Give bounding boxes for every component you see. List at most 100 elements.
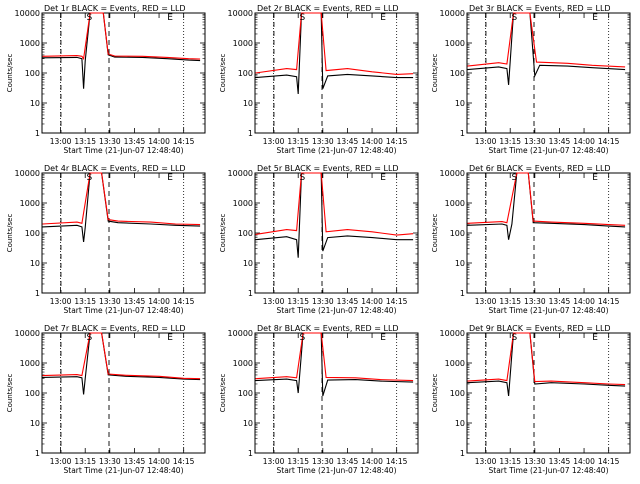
y-axis-label: Counts/sec <box>6 374 14 413</box>
y-axis-label: Counts/sec <box>6 214 14 253</box>
start-marker: S <box>299 173 305 183</box>
y-tick-label: 10000 <box>440 169 465 178</box>
y-tick-label: 1000 <box>233 199 253 208</box>
y-tick-label: 10000 <box>15 329 40 338</box>
x-tick-label: 13:15 <box>287 457 309 466</box>
plot-frame <box>41 332 206 454</box>
x-tick-label: 14:00 <box>573 297 595 306</box>
x-tick-label: 13:15 <box>287 137 309 146</box>
x-axis-label: Start Time (21-Jun-07 12:48:40) <box>64 306 184 315</box>
x-tick-label: 13:00 <box>475 297 497 306</box>
panel-det-2r: 1 10 100 1000 10000 13:00 13:15 13:30 13:45 14:00… <box>219 4 419 155</box>
y-tick-label: 1 <box>460 289 465 298</box>
x-tick-label: 13:30 <box>524 297 546 306</box>
x-tick-label: 13:15 <box>287 297 309 306</box>
y-tick-label: 1000 <box>233 39 253 48</box>
series-line-red <box>467 172 626 226</box>
panel-det-8r: 1 10 100 1000 10000 13:00 13:15 13:30 13:45 14:00… <box>219 324 419 475</box>
series-line-black <box>255 12 414 95</box>
series-line-black <box>42 12 201 89</box>
panel-det-7r: 1 10 100 1000 10000 13:00 13:15 13:30 13:45 14:00… <box>6 324 206 475</box>
y-tick-label: 1 <box>460 449 465 458</box>
y-tick-label: 10 <box>243 259 253 268</box>
series-line-black <box>255 332 414 397</box>
x-tick-label: 13:00 <box>50 457 72 466</box>
x-tick-label: 13:00 <box>263 297 285 306</box>
series-line-black <box>467 332 626 396</box>
y-tick-label: 100 <box>25 69 40 78</box>
x-tick-label: 14:00 <box>148 457 170 466</box>
end-marker: E <box>592 13 598 23</box>
x-tick-label: 13:00 <box>475 457 497 466</box>
x-tick-label: 13:30 <box>312 297 334 306</box>
end-marker: E <box>592 173 598 183</box>
y-tick-label: 1000 <box>445 199 465 208</box>
x-tick-label: 13:15 <box>499 137 521 146</box>
plot-frame <box>466 12 631 134</box>
panel-title: Det 8r BLACK = Events, RED = LLD <box>257 324 399 333</box>
panel-det-4r: 1 10 100 1000 10000 13:00 13:15 13:30 13:45 14:00… <box>6 164 206 315</box>
y-tick-label: 10 <box>455 259 465 268</box>
x-tick-label: 13:45 <box>124 297 146 306</box>
x-tick-label: 13:45 <box>337 457 359 466</box>
y-tick-label: 10000 <box>15 169 40 178</box>
series-line-red <box>467 332 626 386</box>
x-tick-label: 13:15 <box>499 297 521 306</box>
y-axis-label: Counts/sec <box>219 374 227 413</box>
x-axis-label: Start Time (21-Jun-07 12:48:40) <box>277 306 397 315</box>
x-axis-label: Start Time (21-Jun-07 12:48:40) <box>277 466 397 475</box>
y-tick-label: 1 <box>248 129 253 138</box>
x-axis-label: Start Time (21-Jun-07 12:48:40) <box>489 466 609 475</box>
x-tick-label: 14:00 <box>573 137 595 146</box>
y-axis-label: Counts/sec <box>6 54 14 93</box>
x-tick-label: 13:45 <box>549 137 571 146</box>
x-tick-label: 14:00 <box>361 137 383 146</box>
y-tick-label: 100 <box>25 229 40 238</box>
end-marker: E <box>380 333 386 343</box>
series-line-black <box>42 332 201 395</box>
x-tick-label: 14:00 <box>148 137 170 146</box>
y-axis-label: Counts/sec <box>431 214 439 253</box>
x-tick-label: 14:00 <box>361 457 383 466</box>
end-marker: E <box>167 333 173 343</box>
panel-title: Det 1r BLACK = Events, RED = LLD <box>44 4 186 13</box>
y-axis-label: Counts/sec <box>431 54 439 93</box>
y-tick-label: 1 <box>248 289 253 298</box>
y-tick-label: 1000 <box>445 39 465 48</box>
end-marker: E <box>167 13 173 23</box>
x-tick-label: 13:15 <box>74 457 96 466</box>
y-tick-label: 10 <box>243 419 253 428</box>
start-marker: S <box>86 333 92 343</box>
series-line-black <box>255 172 414 258</box>
y-tick-label: 10 <box>30 259 40 268</box>
start-marker: S <box>299 333 305 343</box>
plot-frame <box>466 332 631 454</box>
x-tick-label: 14:15 <box>386 297 408 306</box>
x-tick-label: 13:45 <box>337 297 359 306</box>
x-tick-label: 13:30 <box>312 137 334 146</box>
x-tick-label: 13:30 <box>99 457 121 466</box>
y-tick-label: 10000 <box>228 9 253 18</box>
y-tick-label: 1 <box>460 129 465 138</box>
y-tick-label: 10 <box>455 99 465 108</box>
plot-frame <box>254 12 419 134</box>
x-tick-label: 14:15 <box>173 297 195 306</box>
y-tick-label: 10000 <box>440 9 465 18</box>
x-tick-label: 13:45 <box>337 137 359 146</box>
end-marker: E <box>380 13 386 23</box>
y-tick-label: 10000 <box>15 9 40 18</box>
x-tick-label: 13:45 <box>549 297 571 306</box>
y-axis-label: Counts/sec <box>219 54 227 93</box>
start-marker: S <box>299 13 305 23</box>
x-tick-label: 13:30 <box>99 137 121 146</box>
x-tick-label: 14:00 <box>148 297 170 306</box>
x-tick-label: 13:30 <box>524 457 546 466</box>
series-line-red <box>467 12 626 68</box>
y-tick-label: 10 <box>30 419 40 428</box>
y-tick-label: 100 <box>238 389 253 398</box>
series-line-red <box>255 172 414 236</box>
y-tick-label: 10 <box>30 99 40 108</box>
x-tick-label: 14:15 <box>386 457 408 466</box>
panel-det-3r: 1 10 100 1000 10000 13:00 13:15 13:30 13:45 14:00… <box>431 4 631 155</box>
